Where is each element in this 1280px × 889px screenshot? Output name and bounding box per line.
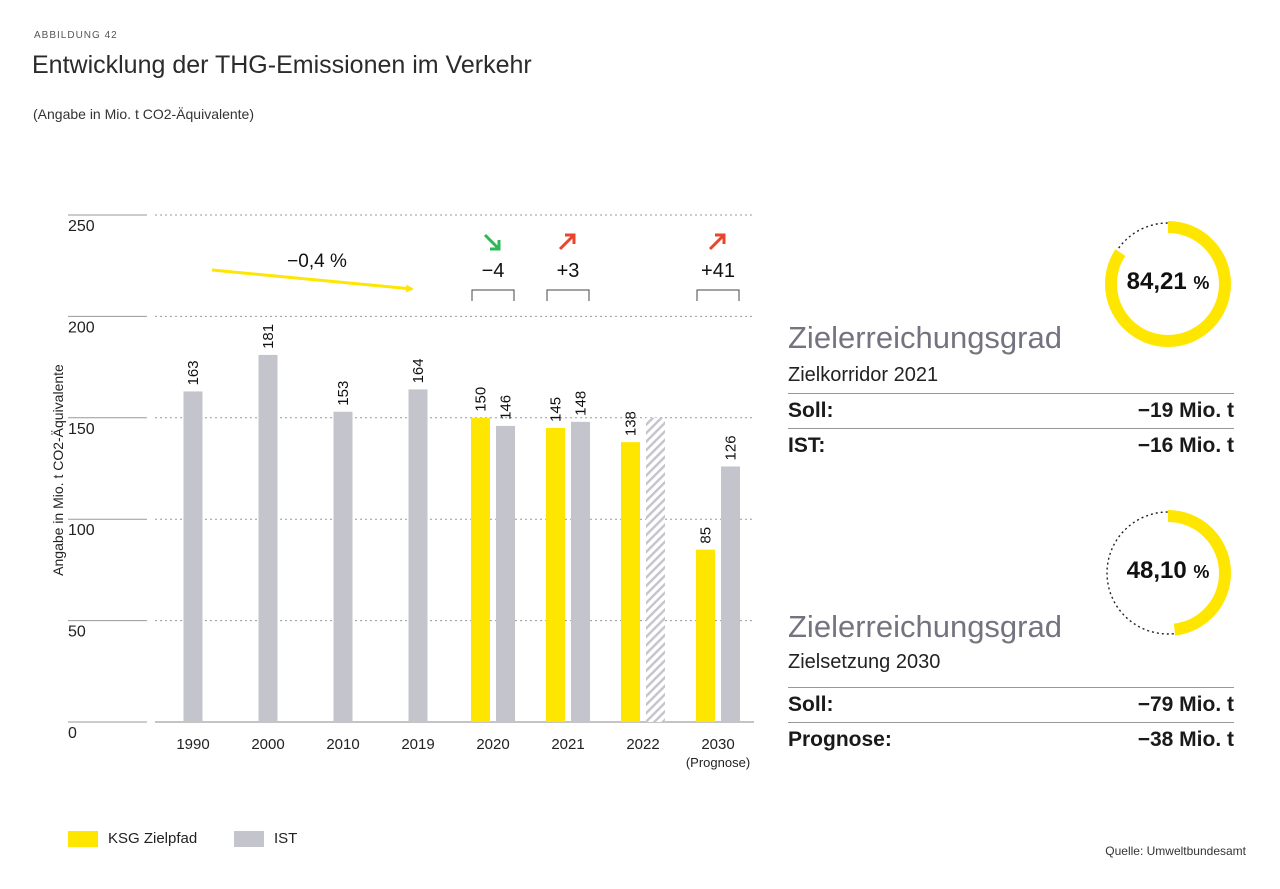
target-panel-2021: 84,21 % Zielerreichungsgrad Zielkorridor…: [788, 214, 1234, 464]
bar-ist-1990: [183, 391, 203, 722]
value-label-ist-2020: 146: [498, 395, 515, 420]
x-tick-label-2010: 2010: [326, 736, 359, 753]
panel-heading-2021: Zielerreichungsgrad: [788, 320, 1062, 355]
value-label-ksg-2030: 85: [698, 527, 715, 544]
panel-row-ist-2021: IST: −16 Mio. t: [788, 428, 1234, 463]
row-label: Prognose:: [788, 728, 892, 751]
panel-row-soll-2030: Soll: −79 Mio. t: [788, 687, 1234, 722]
row-value: −16 Mio. t: [1137, 434, 1234, 457]
trend-label: −0,4 %: [287, 251, 347, 272]
panel-subheading-2030: Zielsetzung 2030: [788, 651, 941, 673]
panel-row-soll-2021: Soll: −19 Mio. t: [788, 393, 1234, 428]
y-tick-label: 50: [68, 624, 86, 641]
bar-ksg-2022: [621, 442, 640, 722]
ring-fill: [1105, 221, 1231, 347]
diff-2021-arrow-up-icon: [558, 234, 575, 251]
x-tick-label-2000: 2000: [251, 736, 284, 753]
row-label: Soll:: [788, 693, 834, 716]
bar-ist-2020: [496, 425, 515, 722]
x-tick-label-2021: 2021: [551, 736, 584, 753]
value-label-ist-2000: 181: [260, 324, 277, 349]
legend-item-ist: IST: [234, 830, 297, 847]
figure-number: ABBILDUNG 42: [34, 30, 118, 41]
emissions-bar-chart: 0 50 100 150 200 250 Angabe in Mio. t CO2-Äqui…: [50, 214, 754, 770]
chart-subtitle: (Angabe in Mio. t CO2-Äquivalente): [33, 106, 254, 122]
diff-2020-label: −4: [482, 260, 505, 282]
legend-swatch-ksg: [68, 830, 98, 847]
legend-label-ist: IST: [274, 830, 298, 847]
panel-row-prognose-2030: Prognose: −38 Mio. t: [788, 722, 1234, 757]
diff-2030-label: +41: [701, 260, 735, 282]
row-label: IST:: [788, 434, 826, 457]
legend-swatch-ist: [234, 830, 264, 847]
panel-heading-2030: Zielerreichungsgrad: [788, 609, 1062, 644]
percent-sign-2021: %: [1193, 273, 1210, 293]
diff-2020-arrow-down-icon: [483, 233, 500, 250]
progress-ring-2030: [1105, 510, 1231, 636]
percent-value-2021: 84,21: [1126, 268, 1187, 295]
legend-item-ksg: KSG Zielpfad: [68, 830, 197, 847]
y-tick-label: 200: [68, 319, 95, 336]
target-panel-2030: 48,10 % Zielerreichungsgrad Zielsetzung …: [788, 503, 1234, 753]
panel-subheading-2021: Zielkorridor 2021: [788, 364, 939, 386]
diff-2020-bracket: [471, 289, 515, 301]
value-label-ist-2021: 148: [573, 391, 590, 416]
bar-ist-2010: [333, 411, 353, 722]
diff-2030-bracket: [696, 289, 740, 301]
y-tick-label: 0: [68, 725, 77, 742]
row-value: −19 Mio. t: [1137, 399, 1234, 422]
chart-title: Entwicklung der THG-Emissionen im Verkeh…: [32, 51, 532, 79]
bar-ksg-2021: [546, 427, 565, 722]
bar-ist-2019: [408, 389, 428, 722]
percent-sign-2030: %: [1193, 562, 1210, 582]
row-value: −38 Mio. t: [1137, 728, 1234, 751]
value-label-ksg-2021: 145: [548, 397, 565, 422]
bar-ist-2030: [721, 466, 740, 722]
value-label-ist-2010: 153: [335, 381, 352, 406]
value-label-ist-2019: 164: [410, 358, 427, 383]
trend-arrow: [211, 268, 414, 293]
row-value: −79 Mio. t: [1137, 693, 1234, 716]
percent-label-2021: 84,21 %: [1098, 268, 1238, 296]
row-label: Soll:: [788, 399, 834, 422]
ring-fill: [1105, 510, 1231, 636]
y-axis-title: Angabe in Mio. t CO2-Äquivalente: [50, 364, 66, 576]
bar-ksg-2030: [696, 549, 715, 722]
x-tick-note-2030: (Prognose): [686, 755, 750, 770]
x-tick-label-2022: 2022: [626, 736, 659, 753]
bar-ist-2022: [646, 417, 665, 722]
diff-2021-bracket: [546, 289, 590, 301]
percent-label-2030: 48,10 %: [1098, 557, 1238, 585]
x-tick-label-2030: 2030: [701, 736, 734, 753]
bar-ksg-2020: [471, 417, 490, 722]
bar-ist-2021: [571, 421, 590, 722]
legend-label-ksg: KSG Zielpfad: [108, 830, 198, 847]
source-note: Quelle: Umweltbundesamt: [1105, 844, 1246, 858]
diff-2021-label: +3: [557, 260, 580, 282]
x-tick-label-2020: 2020: [476, 736, 509, 753]
diff-2021-arrow-head: [565, 233, 576, 244]
value-label-ist-1990: 163: [185, 360, 202, 385]
value-label-ksg-2020: 150: [473, 387, 490, 412]
diff-2030-arrow-head: [715, 233, 726, 244]
percent-value-2030: 48,10: [1126, 557, 1187, 584]
y-tick-label: 150: [68, 421, 95, 438]
diff-2020-arrow-head: [490, 240, 501, 251]
x-tick-label-1990: 1990: [176, 736, 209, 753]
value-label-ist-2030: 126: [723, 435, 740, 460]
value-label-ksg-2022: 138: [623, 411, 640, 436]
x-tick-label-2019: 2019: [401, 736, 434, 753]
progress-ring-2021: [1105, 221, 1231, 347]
bar-ist-2000: [258, 354, 278, 722]
diff-2030-arrow-up-icon: [708, 234, 725, 251]
y-tick-label: 100: [68, 522, 95, 539]
y-tick-label: 250: [68, 218, 95, 235]
